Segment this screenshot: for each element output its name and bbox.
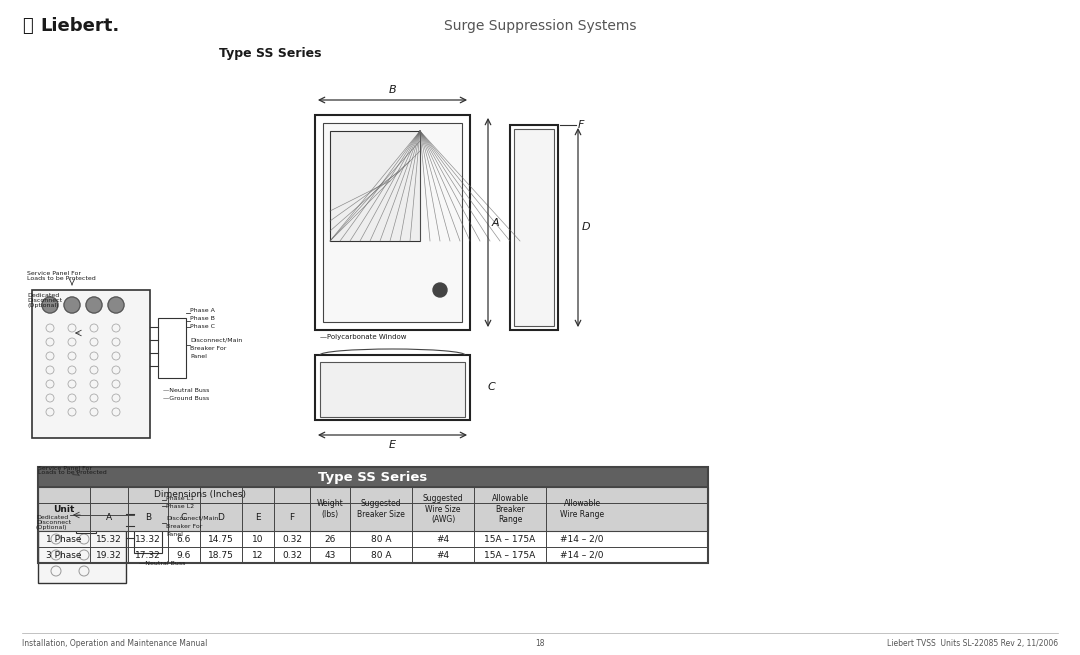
Text: #4: #4	[436, 550, 449, 559]
Text: C: C	[488, 383, 496, 392]
Text: 9.6: 9.6	[177, 550, 191, 559]
Text: 6.6: 6.6	[177, 534, 191, 544]
Text: 13.32: 13.32	[135, 534, 161, 544]
Text: Disconnect: Disconnect	[36, 520, 71, 525]
Text: Dedicated: Dedicated	[36, 515, 68, 520]
Text: 26: 26	[324, 534, 336, 544]
Text: A: A	[106, 512, 112, 521]
Bar	[315, 355, 470, 420]
Bar	[320, 362, 465, 417]
Bar	[38, 487, 708, 531]
Bar	[330, 131, 420, 241]
Text: E: E	[389, 440, 396, 450]
Text: Disconnect: Disconnect	[27, 298, 63, 303]
Text: Suggested
Wire Size
(AWG): Suggested Wire Size (AWG)	[422, 494, 463, 524]
Text: 18: 18	[536, 639, 544, 648]
Text: 15A – 175A: 15A – 175A	[484, 550, 536, 559]
Text: Panel: Panel	[190, 354, 207, 358]
Circle shape	[64, 297, 80, 313]
Bar	[315, 115, 470, 330]
Text: C: C	[180, 512, 187, 521]
Bar	[38, 467, 708, 563]
Circle shape	[433, 283, 447, 297]
Text: —Polycarbonate Window: —Polycarbonate Window	[320, 334, 406, 340]
Text: F: F	[578, 120, 584, 130]
Bar	[510, 125, 558, 330]
Bar	[32, 290, 150, 438]
Text: B: B	[145, 512, 151, 521]
Text: F: F	[289, 512, 295, 521]
Text: 1 Phase: 1 Phase	[46, 534, 82, 544]
Text: #14 – 2/0: #14 – 2/0	[561, 550, 604, 559]
Text: B: B	[389, 85, 396, 95]
Text: Phase C: Phase C	[190, 324, 215, 329]
Text: 18.75: 18.75	[208, 550, 234, 559]
Text: 15A – 175A: 15A – 175A	[484, 534, 536, 544]
Text: Phase B: Phase B	[190, 316, 215, 322]
Text: Installation, Operation and Maintenance Manual: Installation, Operation and Maintenance …	[22, 639, 207, 648]
Bar	[323, 123, 462, 322]
Text: Service Panel For: Service Panel For	[38, 466, 92, 471]
Text: Type SS Series: Type SS Series	[319, 470, 428, 483]
Text: Allowable
Breaker
Range: Allowable Breaker Range	[491, 494, 528, 524]
Text: Liebert TVSS  Units SL-22085 Rev 2, 11/2006: Liebert TVSS Units SL-22085 Rev 2, 11/20…	[887, 639, 1058, 648]
Text: Phase A: Phase A	[190, 309, 215, 314]
Text: 0.32: 0.32	[282, 550, 302, 559]
Text: 43: 43	[324, 550, 336, 559]
Text: Disconnect/Main: Disconnect/Main	[166, 515, 218, 521]
Circle shape	[108, 297, 124, 313]
Text: (Optional): (Optional)	[36, 525, 67, 530]
Text: Breaker For: Breaker For	[190, 345, 227, 350]
Text: Disconnect/Main: Disconnect/Main	[190, 337, 242, 343]
Text: Loads to be Protected: Loads to be Protected	[38, 470, 107, 475]
Text: Breaker For: Breaker For	[166, 523, 202, 529]
Text: Weight
(lbs): Weight (lbs)	[316, 499, 343, 519]
Text: 17.32: 17.32	[135, 550, 161, 559]
Text: 12: 12	[253, 550, 264, 559]
Text: 15.32: 15.32	[96, 534, 122, 544]
Text: (Optional): (Optional)	[27, 303, 58, 308]
Text: Type SS Series: Type SS Series	[219, 47, 321, 60]
Text: Liebert.: Liebert.	[40, 17, 119, 35]
Text: 3 Phase: 3 Phase	[46, 550, 82, 559]
Text: D: D	[217, 512, 225, 521]
Circle shape	[42, 297, 58, 313]
Text: 14.75: 14.75	[208, 534, 234, 544]
Text: 80 A: 80 A	[370, 550, 391, 559]
Text: Dedicated: Dedicated	[27, 293, 59, 298]
Text: A: A	[492, 217, 500, 227]
Text: Loads to be Protected: Loads to be Protected	[27, 276, 96, 281]
Text: Unit: Unit	[53, 504, 75, 514]
Bar	[76, 515, 96, 533]
Text: 0.32: 0.32	[282, 534, 302, 544]
Text: Phase L2: Phase L2	[166, 504, 194, 508]
Text: Allowable
Wire Range: Allowable Wire Range	[559, 499, 604, 519]
Text: Dimensions (Inches): Dimensions (Inches)	[154, 491, 246, 500]
Circle shape	[86, 297, 102, 313]
Text: 10: 10	[253, 534, 264, 544]
Text: D: D	[582, 223, 591, 233]
Text: Panel: Panel	[166, 531, 183, 536]
Bar	[38, 467, 708, 487]
Text: Suggested
Breaker Size: Suggested Breaker Size	[357, 499, 405, 519]
Text: 80 A: 80 A	[370, 534, 391, 544]
Bar	[38, 475, 126, 583]
Text: #14 – 2/0: #14 – 2/0	[561, 534, 604, 544]
Text: —Neutral Buss: —Neutral Buss	[139, 561, 186, 566]
Bar	[134, 498, 162, 553]
Text: #4: #4	[436, 534, 449, 544]
Text: 19.32: 19.32	[96, 550, 122, 559]
Text: E: E	[255, 512, 260, 521]
Text: Phase L1: Phase L1	[166, 495, 194, 500]
Text: Service Panel For: Service Panel For	[27, 271, 81, 276]
Text: Surge Suppression Systems: Surge Suppression Systems	[444, 19, 636, 33]
Text: —Ground Buss: —Ground Buss	[163, 396, 210, 401]
Text: Ⓟ: Ⓟ	[22, 17, 32, 35]
Text: —Neutral Buss: —Neutral Buss	[163, 388, 210, 393]
Bar	[514, 129, 554, 326]
Bar	[158, 318, 186, 378]
